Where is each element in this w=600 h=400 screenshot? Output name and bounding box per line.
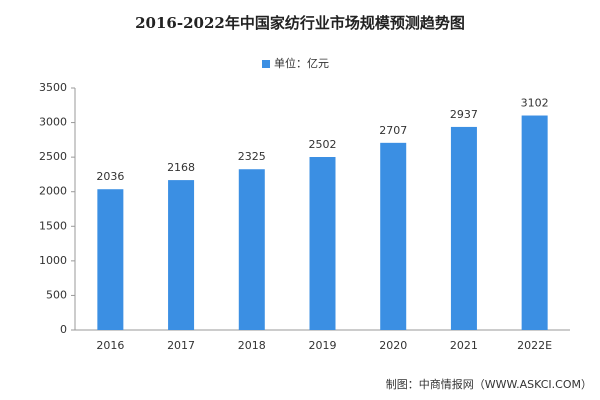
data-label: 2937 — [450, 108, 478, 121]
chart-title: 2016-2022年中国家纺行业市场规模预测趋势图 — [135, 14, 465, 32]
y-tick-label: 0 — [60, 323, 67, 336]
y-tick-label: 500 — [46, 288, 67, 301]
bar — [450, 126, 477, 330]
x-tick-label: 2022E — [517, 339, 552, 352]
data-label: 2502 — [309, 138, 337, 151]
bar — [309, 157, 336, 330]
y-tick-label: 1000 — [39, 254, 67, 267]
y-tick-label: 2500 — [39, 150, 67, 163]
y-tick-label: 2000 — [39, 185, 67, 198]
y-tick-label: 3500 — [39, 81, 67, 94]
data-label: 2325 — [238, 150, 266, 163]
legend-swatch — [262, 60, 270, 68]
x-tick-label: 2017 — [167, 339, 195, 352]
data-label: 2707 — [379, 124, 407, 137]
y-tick-label: 3000 — [39, 116, 67, 129]
data-label: 3102 — [521, 97, 549, 110]
x-tick-label: 2019 — [309, 339, 337, 352]
bar — [168, 180, 195, 330]
bar — [97, 189, 124, 330]
x-tick-label: 2020 — [379, 339, 407, 352]
x-tick-label: 2021 — [450, 339, 478, 352]
bar — [521, 115, 548, 330]
bar — [238, 169, 265, 330]
data-label: 2168 — [167, 161, 195, 174]
x-tick-label: 2018 — [238, 339, 266, 352]
y-tick-label: 1500 — [39, 219, 67, 232]
source-note: 制图：中商情报网（WWW.ASKCI.COM） — [386, 377, 592, 391]
data-label: 2036 — [96, 170, 124, 183]
legend-label: 单位：亿元 — [274, 56, 329, 70]
bar — [380, 142, 407, 330]
x-tick-label: 2016 — [96, 339, 124, 352]
